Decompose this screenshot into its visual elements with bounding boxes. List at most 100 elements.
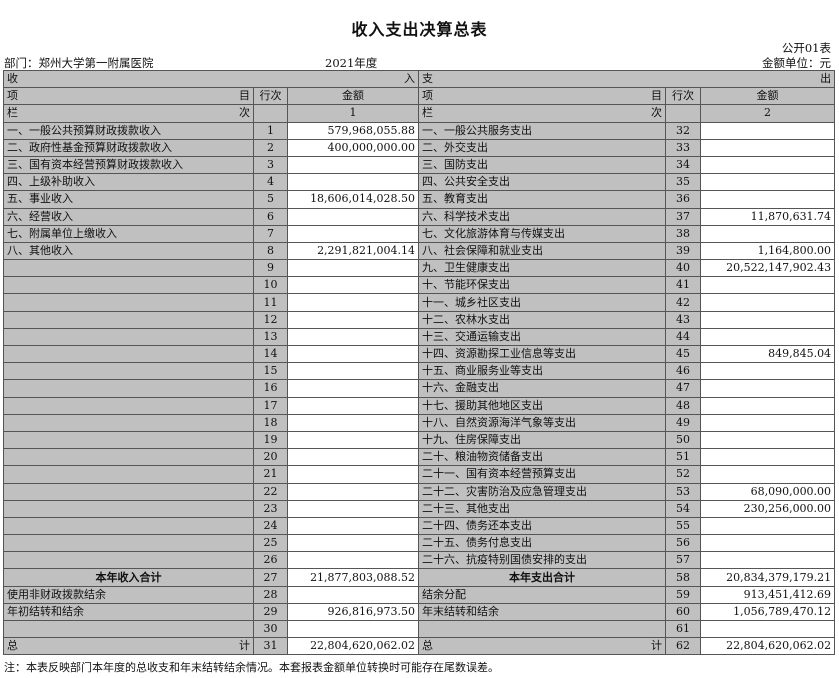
income-amount — [286, 327, 420, 347]
expense-row-no: 37 — [665, 207, 702, 226]
expense-amount — [700, 173, 836, 192]
expense-amount — [700, 362, 836, 381]
expense-row-no: 54 — [665, 499, 702, 518]
item-header: 项目 — [3, 87, 254, 106]
table-row: 13 十三、交通运输支出 44 — [3, 327, 836, 347]
income-amount — [286, 379, 420, 398]
income-row-no: 31 — [253, 637, 288, 656]
expense-label: 十四、资源勘探工业信息等支出 — [418, 344, 667, 364]
amount-header: 金额 — [286, 87, 420, 106]
expense-amount: 230,256,000.00 — [700, 499, 836, 518]
expense-label — [418, 619, 667, 639]
total-right-char: 计 — [239, 639, 250, 653]
income-amount — [286, 534, 420, 553]
income-row-no: 30 — [253, 619, 288, 639]
income-label — [3, 310, 254, 329]
table-row: 六、经营收入 6 六、科学技术支出 37 11,870,631.74 — [3, 207, 836, 226]
income-amount — [286, 499, 420, 518]
item-left-char: 项 — [422, 89, 434, 103]
expense-label: 十九、住房保障支出 — [418, 430, 667, 450]
form-number: 公开01表 — [781, 41, 831, 55]
income-amount — [286, 396, 420, 415]
expense-label: 十六、金融支出 — [418, 379, 667, 398]
income-label — [3, 430, 254, 450]
income-amount — [286, 413, 420, 432]
table-row: 11 十一、城乡社区支出 42 — [3, 293, 836, 312]
expense-row-no: 55 — [665, 516, 702, 536]
income-row-no: 2 — [253, 138, 288, 157]
income-amount — [286, 482, 420, 501]
table-row: 24 二十四、债务还本支出 55 — [3, 516, 836, 536]
income-label: 总计 — [3, 637, 254, 656]
income-row-no: 29 — [253, 602, 288, 622]
expense-label: 八、社会保障和就业支出 — [418, 241, 667, 261]
expense-label: 七、文化旅游体育与传媒支出 — [418, 224, 667, 243]
expense-row-no: 53 — [665, 482, 702, 501]
income-amount — [286, 619, 420, 639]
expense-amount — [700, 293, 836, 312]
expense-row-no: 45 — [665, 344, 702, 364]
income-amount: 2,291,821,004.14 — [286, 241, 420, 261]
expense-row-no: 50 — [665, 430, 702, 450]
income-amount — [286, 448, 420, 467]
expense-label: 二十二、灾害防治及应急管理支出 — [418, 482, 667, 501]
fiscal-year: 2021年度 — [325, 56, 378, 70]
income-row-no: 3 — [253, 155, 288, 175]
expense-amount — [700, 310, 836, 329]
expense-row-no: 57 — [665, 551, 702, 570]
row-no-header: 行次 — [665, 87, 702, 106]
total-right-char: 计 — [651, 639, 663, 653]
expense-label: 总计 — [418, 637, 667, 656]
expense-row-no: 47 — [665, 379, 702, 398]
row-no-header: 行次 — [253, 87, 288, 106]
income-amount — [286, 155, 420, 175]
income-row-no: 8 — [253, 241, 288, 261]
expense-amount: 1,164,800.00 — [700, 241, 836, 261]
income-label — [3, 379, 254, 398]
expense-amount: 11,870,631.74 — [700, 207, 836, 226]
amount-unit: 金额单位：元 — [762, 56, 831, 70]
expense-label: 十八、自然资源海洋气象等支出 — [418, 413, 667, 432]
expense-amount — [700, 138, 836, 157]
item-right-char: 目 — [651, 89, 663, 103]
expense-row-no: 61 — [665, 619, 702, 639]
expense-row-no: 43 — [665, 310, 702, 329]
income-label — [3, 619, 254, 639]
income-label: 七、附属单位上缴收入 — [3, 224, 254, 243]
expense-label: 二十一、国有资本经营预算支出 — [418, 465, 667, 484]
expense-amount — [700, 619, 836, 639]
income-amount: 926,816,973.50 — [286, 602, 420, 622]
income-row-no: 21 — [253, 465, 288, 484]
income-row-no: 17 — [253, 396, 288, 415]
income-right-char: 入 — [404, 72, 416, 86]
expense-row-no: 35 — [665, 173, 702, 192]
column-number-1: 1 — [286, 104, 420, 123]
expense-row-no: 33 — [665, 138, 702, 157]
expense-amount: 913,451,412.69 — [700, 585, 836, 604]
income-amount — [286, 344, 420, 364]
section-header-row: 收入 支出 — [2, 69, 836, 89]
income-label — [3, 551, 254, 570]
table-row: 19 十九、住房保障支出 50 — [3, 430, 836, 450]
expense-amount — [700, 413, 836, 432]
expense-row-no: 39 — [665, 241, 702, 261]
expense-row-no: 49 — [665, 413, 702, 432]
table-row: 一、一般公共预算财政拨款收入 1 579,968,055.88 一、一般公共服务支出 3… — [3, 121, 836, 140]
item-left-char: 项 — [7, 89, 18, 103]
income-row-no: 25 — [253, 534, 288, 553]
income-amount: 22,804,620,062.02 — [286, 637, 420, 656]
expense-amount — [700, 155, 836, 175]
expense-label: 一、一般公共服务支出 — [418, 121, 667, 140]
income-label — [3, 482, 254, 501]
table-row: 23 二十三、其他支出 54 230,256,000.00 — [3, 499, 836, 518]
income-row-no: 10 — [253, 276, 288, 295]
col-right-char: 次 — [239, 106, 250, 120]
expense-row-no: 34 — [665, 155, 702, 175]
table-row: 10 十、节能环保支出 41 — [3, 276, 836, 295]
income-label: 六、经营收入 — [3, 207, 254, 226]
income-label: 五、事业收入 — [3, 190, 254, 209]
column-number-row: 栏次 1 栏次 2 — [3, 104, 836, 123]
expense-label: 九、卫生健康支出 — [418, 259, 667, 278]
column-header-row: 项目 行次 金额 项目 行次 金额 — [3, 87, 836, 106]
total-left-char: 总 — [7, 639, 18, 653]
